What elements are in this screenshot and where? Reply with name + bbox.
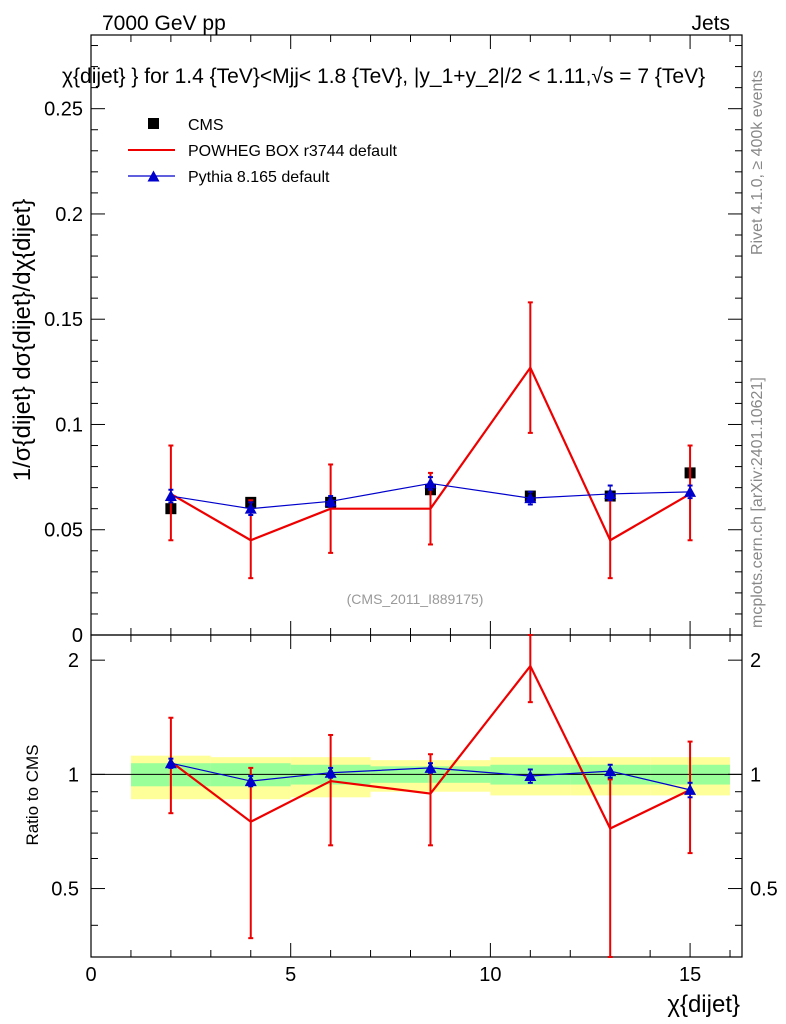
ratio-pythia-point-2 xyxy=(324,766,337,778)
ratio-ytick-label-right-0: 0.5 xyxy=(750,879,778,901)
ratio-pythia-point-1 xyxy=(244,775,257,787)
main-pythia-point-0 xyxy=(164,490,177,502)
plot-title: χ{dijet} } for 1.4 {TeV}<Mjj< 1.8 {TeV},… xyxy=(62,65,705,88)
main-ytick-label-1: 0.05 xyxy=(44,520,83,542)
main-ytick-label-0: 0 xyxy=(72,625,83,647)
main-ytick-label-3: 0.15 xyxy=(44,309,83,331)
ratio-xtick-label-1: 5 xyxy=(285,964,296,986)
legend: CMS POWHEG BOX r3744 default Pythia 8.16… xyxy=(128,117,398,186)
main-pythia-point-2 xyxy=(324,495,337,507)
ratio-ytick-label-left-0: 0.5 xyxy=(51,879,79,901)
analysis-id: (CMS_2011_I889175) xyxy=(347,591,484,607)
ratio-xtick-label-3: 15 xyxy=(679,964,701,986)
mcplots-label: mcplots.cern.ch [arXiv:2401.10621] xyxy=(749,377,766,628)
ratio-pythia-point-4 xyxy=(524,770,537,782)
rivet-label: Rivet 4.1.0, ≥ 400k events xyxy=(749,70,766,255)
ratio-ytick-label-left-1: 1 xyxy=(68,764,79,786)
header-right: Jets xyxy=(691,12,730,35)
main-pythia-point-6 xyxy=(684,485,697,497)
header-left: 7000 GeV pp xyxy=(102,12,226,35)
ratio-ytick-label-left-2: 2 xyxy=(68,650,79,672)
main-ylabel: 1/σ{dijet} dσ{dijet}/dχ{dijet} xyxy=(9,199,36,481)
legend-pythia-label: Pythia 8.165 default xyxy=(188,169,330,186)
main-pythia-point-5 xyxy=(604,487,617,499)
ratio-ytick-label-right-2: 2 xyxy=(750,650,761,672)
ratio-pythia-point-3 xyxy=(424,761,437,773)
ratio-ylabel: Ratio to CMS xyxy=(23,744,42,845)
legend-cms-label: CMS xyxy=(188,117,224,134)
ratio-panel: 0.5 0.5 1 1 2 2 0 5 10 15 xyxy=(51,634,778,986)
legend-cms-marker xyxy=(148,118,159,129)
ratio-pythia-point-5 xyxy=(604,765,617,777)
ratio-pythia-point-0 xyxy=(164,757,177,769)
ratio-frame xyxy=(90,634,743,958)
main-ytick-label-5: 0.25 xyxy=(44,99,83,121)
legend-powheg-label: POWHEG BOX r3744 default xyxy=(188,143,398,160)
main-pythia-point-4 xyxy=(524,492,537,504)
main-ytick-label-2: 0.1 xyxy=(55,414,83,436)
main-pythia-point-3 xyxy=(424,477,437,489)
main-pythia-point-1 xyxy=(244,502,257,514)
ratio-xtick-label-2: 10 xyxy=(479,964,501,986)
main-ytick-label-4: 0.2 xyxy=(55,204,83,226)
ratio-ytick-label-right-1: 1 xyxy=(750,764,761,786)
legend-pythia-marker xyxy=(147,170,160,182)
ratio-pythia-point-6 xyxy=(684,783,697,795)
ratio-xlabel: χ{dijet} xyxy=(667,991,740,1018)
main-panel: 0 0.05 0.1 0.15 0.2 0.25 xyxy=(44,34,743,647)
ratio-xtick-label-0: 0 xyxy=(85,964,96,986)
